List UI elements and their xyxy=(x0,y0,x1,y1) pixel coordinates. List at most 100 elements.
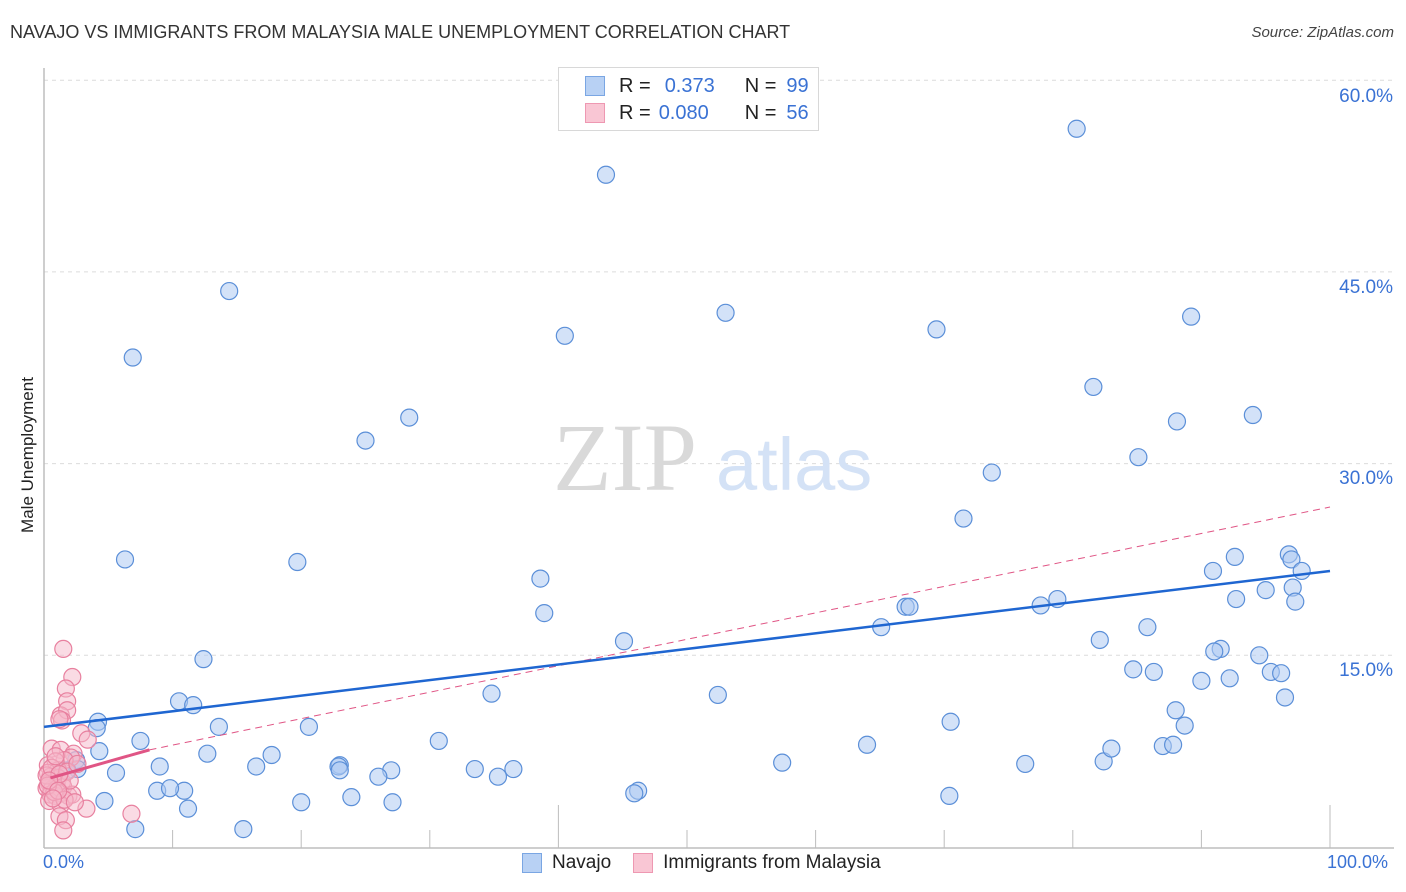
navajo-point xyxy=(292,793,311,812)
malaysia-points xyxy=(37,639,141,840)
navajo-point xyxy=(531,569,550,588)
navajo-point xyxy=(1192,671,1211,690)
legend-item-navajo[interactable]: Navajo xyxy=(522,852,611,874)
navajo-point xyxy=(504,759,523,779)
r-label: R = xyxy=(619,101,651,124)
malaysia-point xyxy=(65,793,84,812)
navajo-point xyxy=(716,303,735,322)
malaysia-point xyxy=(54,639,73,659)
series-legend: Navajo Immigrants from Malaysia xyxy=(522,852,903,874)
navajo-point xyxy=(614,632,634,651)
x-tick-0: 0.0% xyxy=(43,852,85,872)
navajo-point xyxy=(1144,662,1163,682)
navajo-point xyxy=(1203,561,1223,581)
navajo-point xyxy=(1166,701,1185,720)
navajo-point xyxy=(1292,561,1311,581)
legend-row-navajo: R = 0.373 N = 99 xyxy=(585,74,809,98)
source-label: Source: ZipAtlas.com xyxy=(1251,24,1394,41)
navajo-point xyxy=(1084,377,1103,397)
navajo-point xyxy=(209,717,228,736)
navajo-point xyxy=(95,791,114,811)
stats-legend: R = 0.373 N = 99 R = 0.080 N = 56 xyxy=(558,67,819,131)
navajo-point xyxy=(1164,735,1183,754)
navajo-point xyxy=(1102,739,1121,758)
navajo-point xyxy=(1250,646,1269,665)
x-tick-100: 100.0% xyxy=(1327,852,1389,872)
navajo-point xyxy=(369,767,388,786)
navajo-point xyxy=(160,779,180,798)
navajo-point xyxy=(330,761,349,780)
malaysia-point xyxy=(122,804,141,823)
y-tick-45: 45.0% xyxy=(1339,277,1393,298)
navajo-point xyxy=(198,744,217,763)
r-label: R = xyxy=(619,74,651,97)
malaysia-point xyxy=(46,747,65,766)
n-label: N = xyxy=(744,101,777,124)
navajo-point xyxy=(900,597,919,616)
legend-row-malaysia: R = 0.080 N = 56 xyxy=(585,101,809,125)
navajo-point xyxy=(535,604,554,623)
navajo-point xyxy=(131,731,150,751)
navajo-point xyxy=(488,767,508,786)
watermark-zip: ZIP xyxy=(553,404,697,511)
navajo-point xyxy=(178,799,198,818)
navajo-point xyxy=(123,348,142,367)
gridlines xyxy=(44,79,1394,656)
navajo-point xyxy=(106,763,126,782)
navajo-point xyxy=(247,757,266,776)
navajo-point xyxy=(262,745,281,765)
malaysia-trend-solid xyxy=(50,748,150,780)
y-tick-30: 30.0% xyxy=(1339,468,1393,489)
navajo-point xyxy=(184,696,203,715)
navajo-point xyxy=(1286,592,1305,611)
navajo-point xyxy=(940,786,959,805)
navajo-point xyxy=(342,788,361,807)
navajo-point xyxy=(954,509,973,528)
r-value: 0.080 xyxy=(658,101,709,124)
navajo-point xyxy=(126,820,145,839)
navajo-point xyxy=(708,685,727,705)
navajo-point xyxy=(150,757,169,776)
n-value: 56 xyxy=(786,101,809,124)
watermark-atlas: atlas xyxy=(716,423,872,506)
chart-title: NAVAJO VS IMMIGRANTS FROM MALAYSIA MALE … xyxy=(10,22,791,42)
r-value: 0.373 xyxy=(664,74,715,97)
n-value: 99 xyxy=(786,74,809,97)
watermark: ZIP atlas xyxy=(553,404,872,511)
trend-lines xyxy=(43,506,1331,780)
navajo-point xyxy=(383,793,402,812)
navajo-point xyxy=(429,731,448,751)
malaysia-swatch xyxy=(633,853,654,873)
navajo-point xyxy=(115,550,135,569)
navajo-point xyxy=(1016,754,1035,774)
malaysia-trend-dashed xyxy=(149,506,1331,751)
legend-label: Immigrants from Malaysia xyxy=(663,852,881,873)
navajo-point xyxy=(1272,664,1291,683)
legend-item-malaysia[interactable]: Immigrants from Malaysia xyxy=(633,852,881,874)
navajo-point xyxy=(1205,642,1224,661)
axes xyxy=(43,68,1394,849)
navajo-point xyxy=(299,717,319,736)
navajo-point xyxy=(1220,669,1239,688)
navajo-point xyxy=(90,742,109,761)
navajo-point xyxy=(941,712,960,731)
navajo-point xyxy=(1175,716,1194,735)
n-label: N = xyxy=(744,74,777,97)
navajo-point xyxy=(555,326,574,345)
navajo-point xyxy=(1182,307,1201,326)
navajo-points xyxy=(47,119,1311,839)
malaysia-point xyxy=(78,730,97,749)
navajo-trend xyxy=(43,569,1331,729)
navajo-point xyxy=(234,820,253,839)
navajo-point xyxy=(194,650,213,669)
navajo-point xyxy=(857,735,877,754)
navajo-point xyxy=(220,281,239,301)
navajo-point xyxy=(1225,547,1244,566)
navajo-point xyxy=(356,431,375,450)
navajo-point xyxy=(773,753,792,772)
navajo-point xyxy=(982,463,1001,482)
navajo-point xyxy=(1167,412,1187,431)
navajo-point xyxy=(927,320,946,339)
navajo-swatch xyxy=(585,76,605,96)
